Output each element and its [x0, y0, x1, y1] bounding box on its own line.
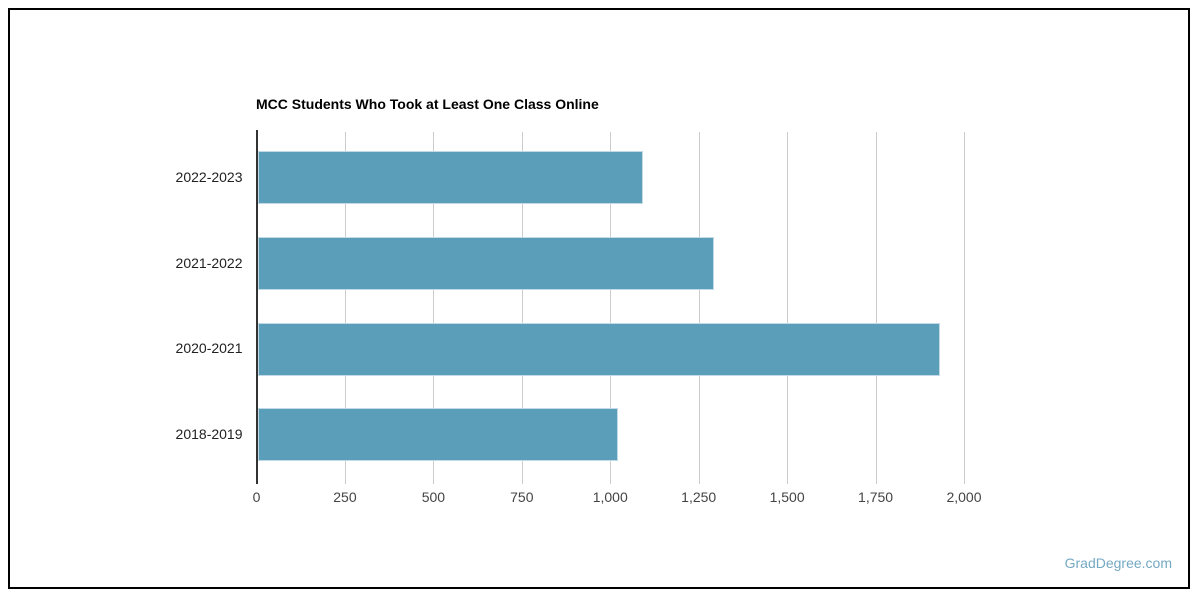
bar — [257, 237, 714, 291]
gridline — [698, 132, 700, 484]
gridline — [521, 132, 523, 484]
x-axis-tick-label: 750 — [510, 489, 534, 505]
x-axis-tick-label: 1,250 — [681, 489, 717, 505]
bar — [257, 408, 619, 462]
x-axis-tick-label: 1,500 — [769, 489, 805, 505]
watermark-link[interactable]: GradDegree.com — [1064, 555, 1172, 571]
x-axis-tick-label: 1,750 — [858, 489, 894, 505]
y-axis-line — [255, 130, 258, 484]
gridline — [610, 132, 612, 484]
x-axis-tick-label: 0 — [252, 489, 261, 505]
y-axis-label: 2018-2019 — [175, 425, 243, 442]
chart-frame: MCC Students Who Took at Least One Class… — [8, 8, 1190, 589]
gridline — [787, 132, 789, 484]
bar — [257, 151, 644, 205]
plot-area: 0 250 500 750 1,000 1,250 1,500 1,750 2,000 2022-… — [10, 10, 1200, 610]
y-axis-label: 2022-2023 — [175, 168, 243, 185]
y-axis-label: 2020-2021 — [175, 340, 243, 357]
gridline — [344, 132, 346, 484]
bar — [257, 322, 941, 376]
x-axis-tick-label: 500 — [421, 489, 446, 505]
x-axis-tick-label: 250 — [333, 489, 357, 505]
x-axis-tick-label: 1,000 — [592, 489, 628, 505]
gridline — [875, 132, 877, 484]
gridline — [433, 132, 435, 484]
chart-title: MCC Students Who Took at Least One Class… — [256, 96, 599, 112]
y-axis-label: 2021-2022 — [175, 254, 243, 271]
gridline — [964, 132, 965, 484]
x-axis-tick-label: 2,000 — [946, 489, 982, 505]
